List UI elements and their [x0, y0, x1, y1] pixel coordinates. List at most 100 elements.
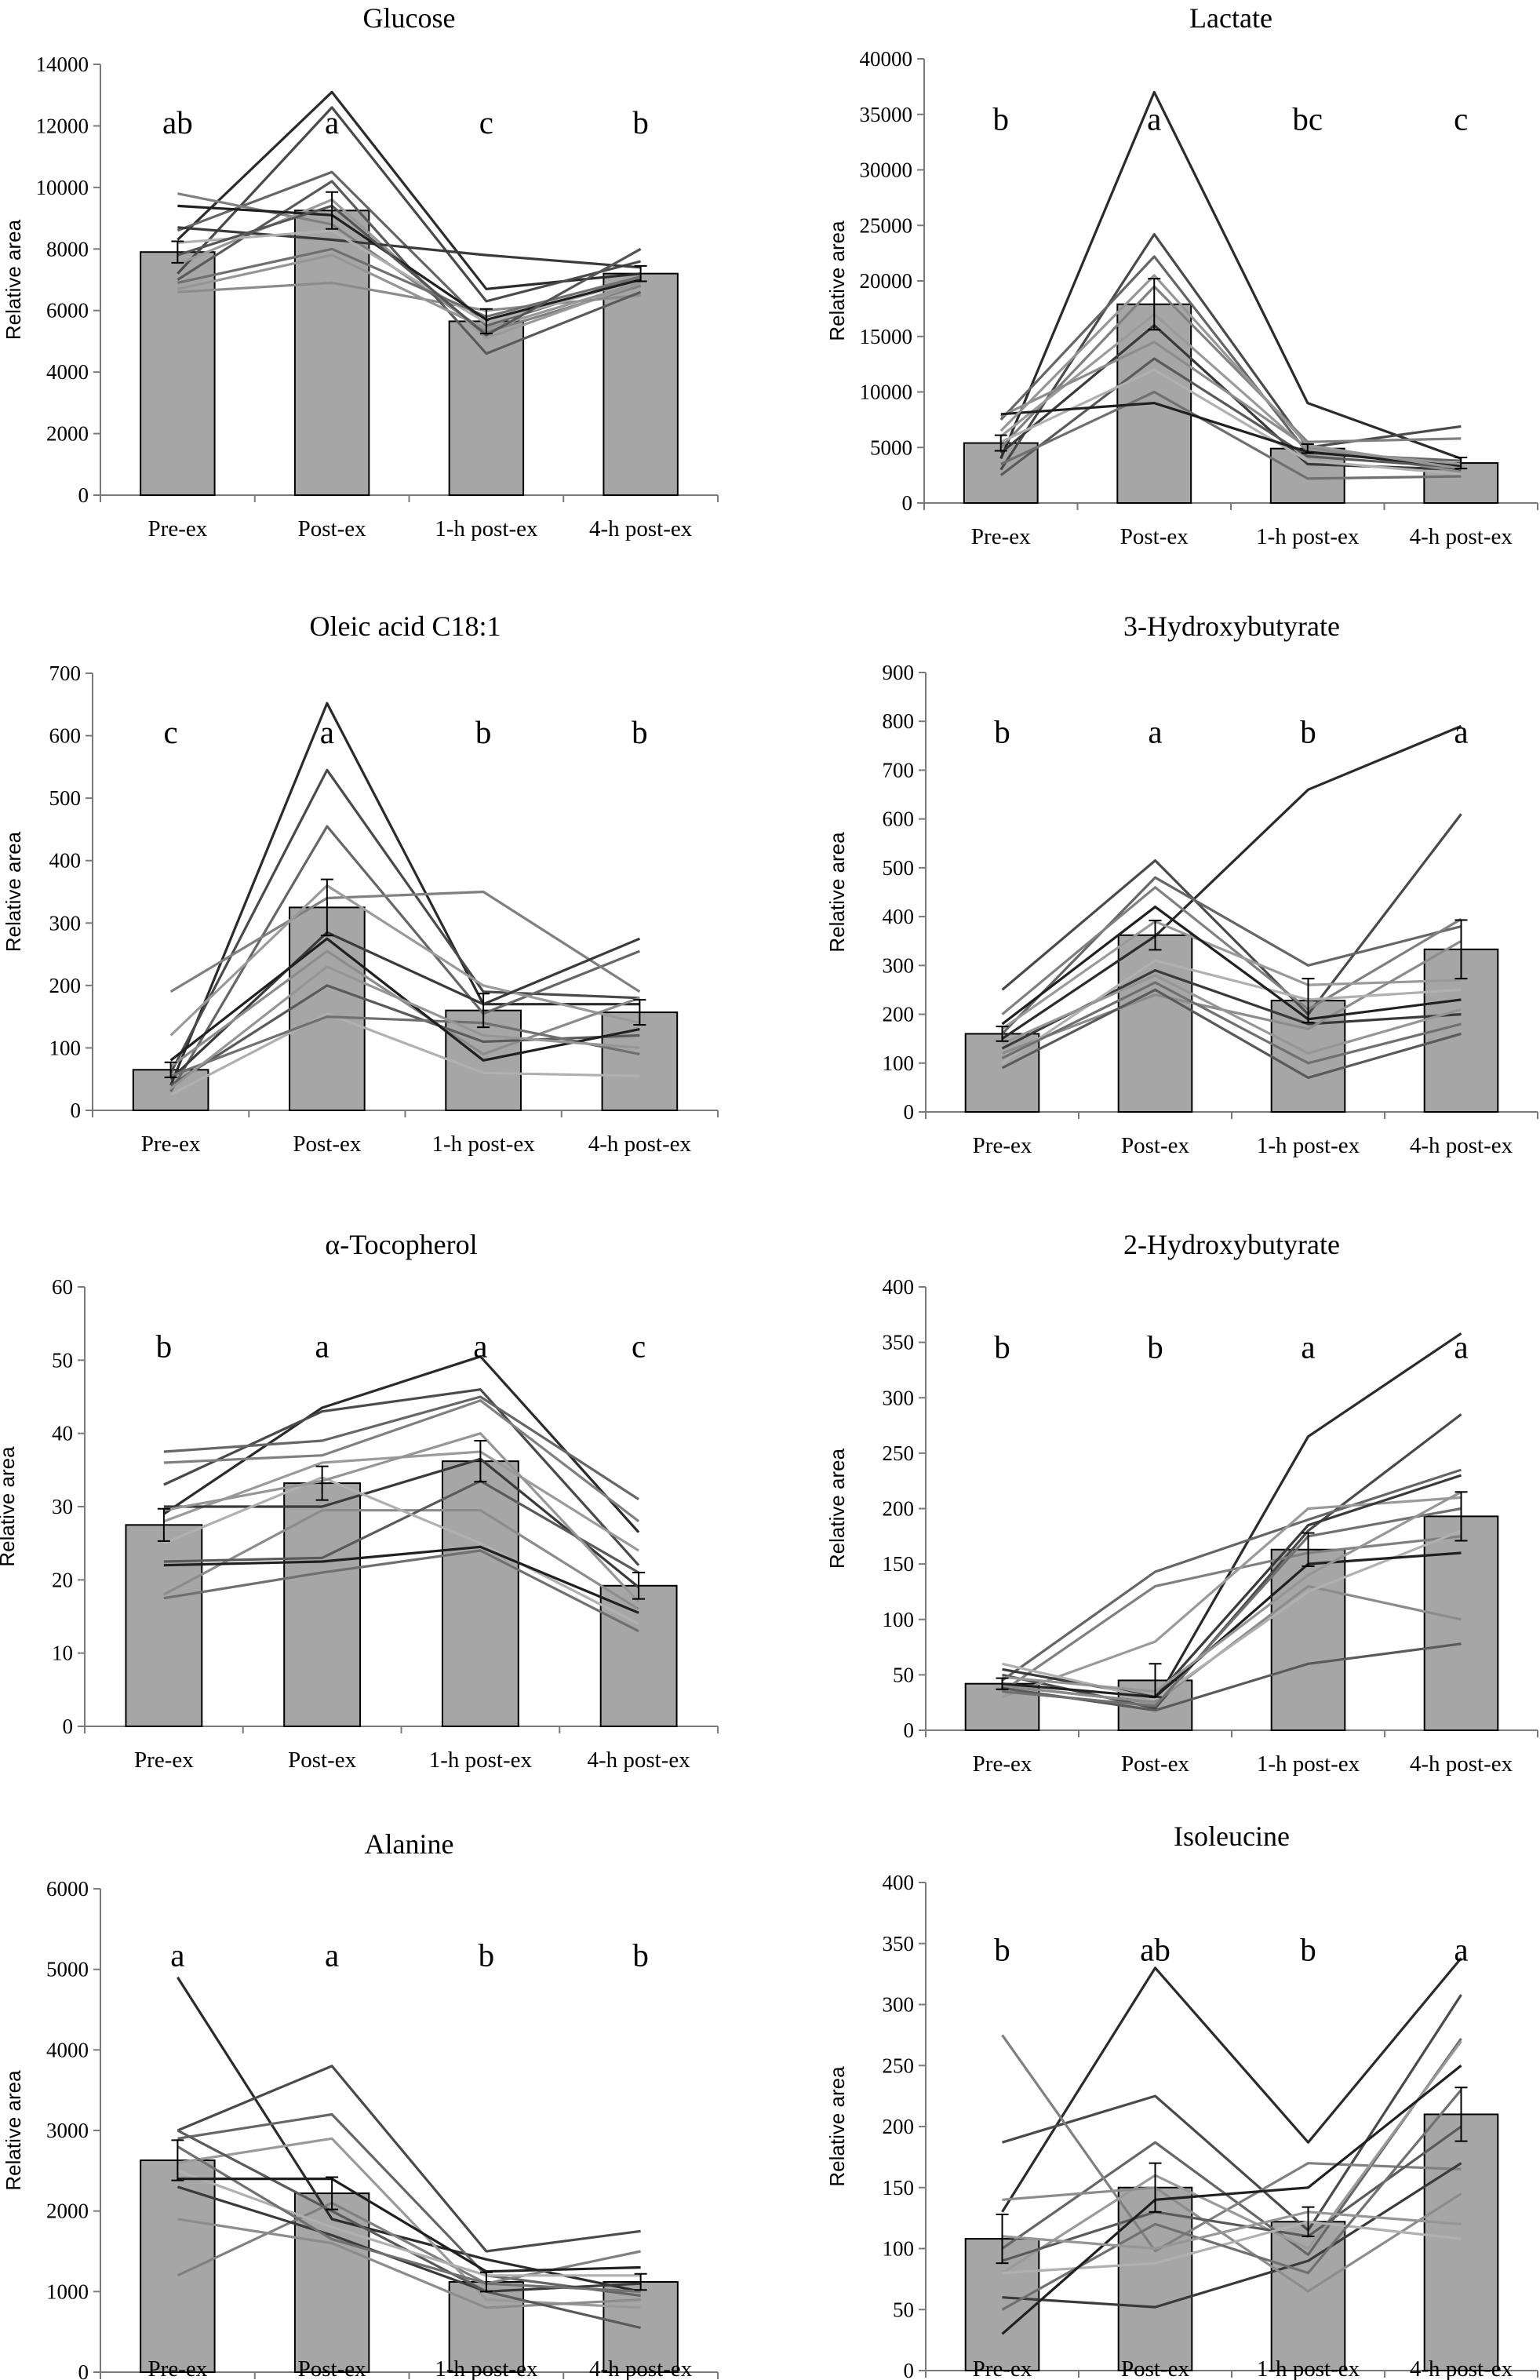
bar-4-h-post-ex	[599, 1584, 678, 1728]
x-category-label: 1-h post-ex	[1257, 2356, 1360, 2380]
subject-line	[1002, 1413, 1462, 1710]
subject-line	[169, 965, 640, 1090]
subject-line	[1001, 813, 1462, 1016]
significance-letter: b	[1147, 1328, 1163, 1365]
significance-letter: c	[1454, 101, 1468, 137]
chart-title: 3-Hydroxybutyrate	[1123, 610, 1340, 642]
x-category-label: Pre-ex	[134, 1748, 194, 1773]
subject-line	[1001, 2040, 1462, 2274]
subject-line	[163, 1432, 640, 1603]
error-bar	[171, 2139, 184, 2181]
y-tick-label: 300	[883, 1386, 915, 1409]
bar-4-h-post-ex	[1423, 1515, 1499, 1731]
bar-post-ex	[1117, 934, 1193, 1113]
y-tick-label: 500	[883, 856, 915, 880]
x-category-label: Pre-ex	[973, 1133, 1032, 1158]
subject-line	[1002, 1490, 1462, 1693]
y-tick-label: 40000	[860, 47, 913, 71]
error-bar	[1149, 920, 1162, 951]
y-tick-label: 14000	[36, 53, 89, 76]
x-category-label: Pre-ex	[148, 2356, 208, 2380]
y-tick-label: 300	[49, 911, 82, 935]
subject-line	[999, 312, 1462, 466]
bar-1-h-post-ex	[441, 1460, 519, 1727]
subject-line	[177, 2145, 641, 2293]
y-axis-label: Relative area	[2, 219, 25, 340]
y-tick-label: 300	[883, 1993, 915, 2017]
significance-letter: b	[479, 1937, 495, 1974]
x-category-label: Post-ex	[1121, 1751, 1190, 1777]
subject-line	[163, 1545, 639, 1614]
subject-line	[1001, 2038, 1462, 2256]
x-category-label: Post-ex	[1120, 524, 1189, 549]
y-tick-label: 400	[49, 849, 82, 873]
x-category-label: 1-h post-ex	[435, 516, 538, 541]
y-tick-label: 30000	[860, 159, 913, 182]
significance-letter: b	[632, 1937, 649, 1974]
error-bar	[477, 993, 490, 1029]
subject-line	[1002, 2162, 1462, 2309]
bar-4-h-post-ex	[603, 272, 679, 496]
bar-pre-ex	[125, 1524, 203, 1728]
error-bar	[1454, 1491, 1468, 1542]
error-bar	[1149, 2162, 1162, 2213]
significance-letter: a	[320, 714, 334, 750]
y-tick-label: 25000	[860, 213, 913, 237]
y-tick-label: 400	[883, 905, 915, 928]
x-category-label: Pre-ex	[141, 1132, 201, 1157]
subject-line	[1002, 2211, 1462, 2251]
y-tick-label: 500	[49, 786, 82, 810]
x-category-label: 4-h post-ex	[1410, 1751, 1513, 1777]
error-bar	[479, 2271, 493, 2293]
x-category-label: Post-ex	[298, 516, 367, 541]
y-tick-label: 250	[883, 2054, 915, 2077]
y-tick-label: 4000	[46, 360, 89, 384]
y-tick-label: 50	[893, 1663, 914, 1686]
y-tick-label: 1000	[46, 2280, 89, 2303]
bar-pre-ex	[140, 251, 216, 496]
x-category-label: Pre-ex	[148, 516, 208, 541]
chart-panel-tocopherol: α-Tocopherol Relative area 0 10 20 30 40 50 60 b a…	[0, 1229, 719, 1773]
subject-line	[1002, 1529, 1462, 1700]
significance-letter: a	[1454, 1932, 1468, 1968]
y-tick-label: 20	[52, 1568, 73, 1591]
significance-letter: a	[1148, 714, 1162, 750]
y-tick-label: 30	[52, 1495, 73, 1518]
subject-line	[177, 192, 642, 333]
y-tick-label: 50	[893, 2298, 914, 2321]
y-tick-label: 60	[52, 1275, 73, 1299]
x-category-label: 4-h post-ex	[1410, 2356, 1513, 2380]
significance-letter: a	[325, 104, 339, 140]
x-category-label: 4-h post-ex	[1410, 524, 1513, 549]
subject-line	[1001, 974, 1462, 1055]
y-axis-label: Relative area	[825, 221, 849, 341]
x-category-label: Pre-ex	[971, 524, 1031, 549]
bar-post-ex	[289, 906, 366, 1111]
subject-line	[1002, 1474, 1462, 1699]
y-tick-label: 0	[904, 2359, 915, 2380]
y-tick-label: 50	[52, 1348, 73, 1372]
significance-letter: b	[1300, 1932, 1316, 1968]
subject-line	[1001, 906, 1462, 1026]
subject-line	[163, 1476, 639, 1625]
significance-letter: b	[632, 104, 649, 140]
subject-line	[999, 357, 1462, 476]
significance-letter: a	[1147, 101, 1161, 137]
y-axis-label: Relative area	[825, 1448, 849, 1569]
x-category-label: 4-h post-ex	[589, 516, 693, 541]
y-tick-label: 2000	[46, 422, 89, 446]
chart-panel-glucose: Glucose Relative area 0 2000 4000 6000 8000 100…	[2, 2, 719, 541]
subject-line	[177, 2169, 641, 2277]
error-bar	[1302, 2206, 1315, 2237]
subject-line	[1001, 939, 1462, 1055]
error-bar	[634, 2272, 647, 2291]
subject-line	[1001, 1957, 1462, 2213]
error-bar	[479, 308, 493, 335]
x-category-label: Post-ex	[1121, 2356, 1190, 2380]
chart-panel-oleic-acid-c18-1: Oleic acid C18:1 Relative area 0 100 200 300 4…	[2, 610, 719, 1157]
subject-line	[1002, 1507, 1462, 1708]
y-tick-label: 0	[78, 2360, 89, 2380]
subject-line	[177, 253, 642, 330]
y-tick-label: 8000	[46, 237, 89, 261]
significance-letter: a	[1454, 1328, 1468, 1365]
